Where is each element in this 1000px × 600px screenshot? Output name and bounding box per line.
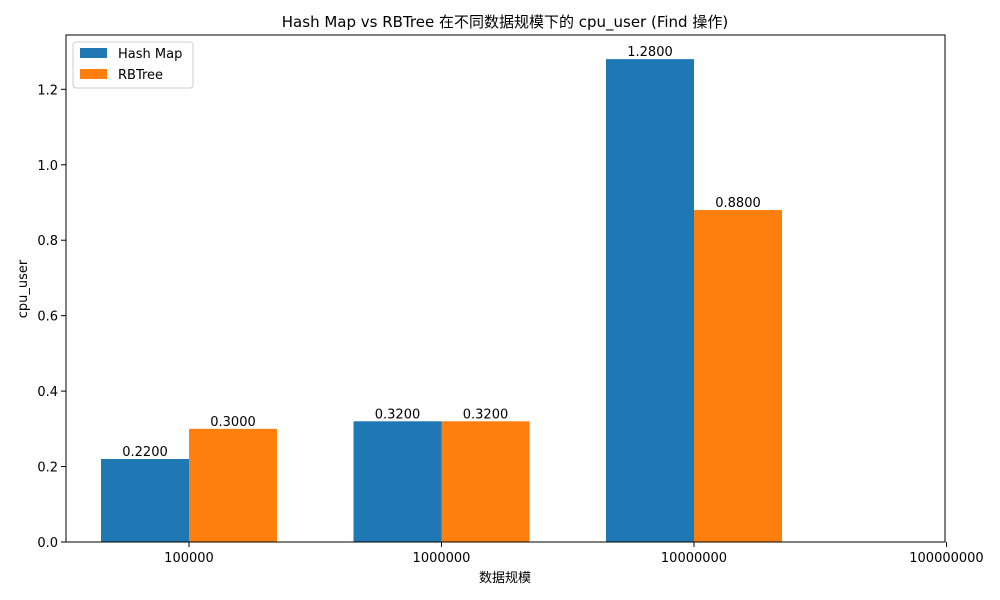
- y-tick-label: 0.6: [37, 310, 58, 325]
- x-tick-label: 10000000: [661, 551, 727, 566]
- y-tick-label: 0.0: [37, 536, 58, 551]
- bar-value-label: 0.2200: [122, 445, 168, 460]
- bar: [353, 421, 442, 542]
- bar-value-label: 0.3200: [375, 407, 421, 422]
- x-tick-label: 1000000: [413, 551, 471, 566]
- y-axis-label: cpu_user: [16, 259, 31, 318]
- y-tick-label: 0.4: [37, 385, 58, 400]
- x-tick-label: 100000000: [909, 551, 983, 566]
- y-tick-label: 1.0: [37, 159, 58, 174]
- bar: [694, 210, 782, 543]
- plot-area: 0.2200 0.3200 1.2800 0.3000 0.3200 0.8800 1000…: [37, 45, 983, 566]
- y-tick-label: 1.2: [37, 83, 58, 98]
- bar-value-label: 1.2800: [627, 45, 673, 60]
- bar: [441, 421, 530, 542]
- plot-frame: [65, 34, 946, 543]
- legend-swatch: [80, 69, 107, 79]
- bar-value-label: 0.3200: [463, 407, 509, 422]
- legend: Hash Map RBTree: [72, 41, 194, 89]
- bar: [189, 428, 277, 542]
- y-tick-label: 0.2: [37, 461, 58, 476]
- bar-value-label: 0.3000: [210, 415, 256, 430]
- bar: [606, 59, 694, 543]
- chart-title: Hash Map vs RBTree 在不同数据规模下的 cpu_user (F…: [282, 13, 728, 32]
- legend-swatch: [80, 48, 107, 58]
- bar: [101, 459, 189, 542]
- x-axis-label: 数据规模: [479, 571, 531, 586]
- x-tick-label: 100000: [164, 551, 214, 566]
- y-tick-label: 0.8: [37, 234, 58, 249]
- legend-label: Hash Map: [118, 47, 182, 62]
- legend-label: RBTree: [118, 68, 163, 83]
- bar-value-label: 0.8800: [715, 196, 761, 211]
